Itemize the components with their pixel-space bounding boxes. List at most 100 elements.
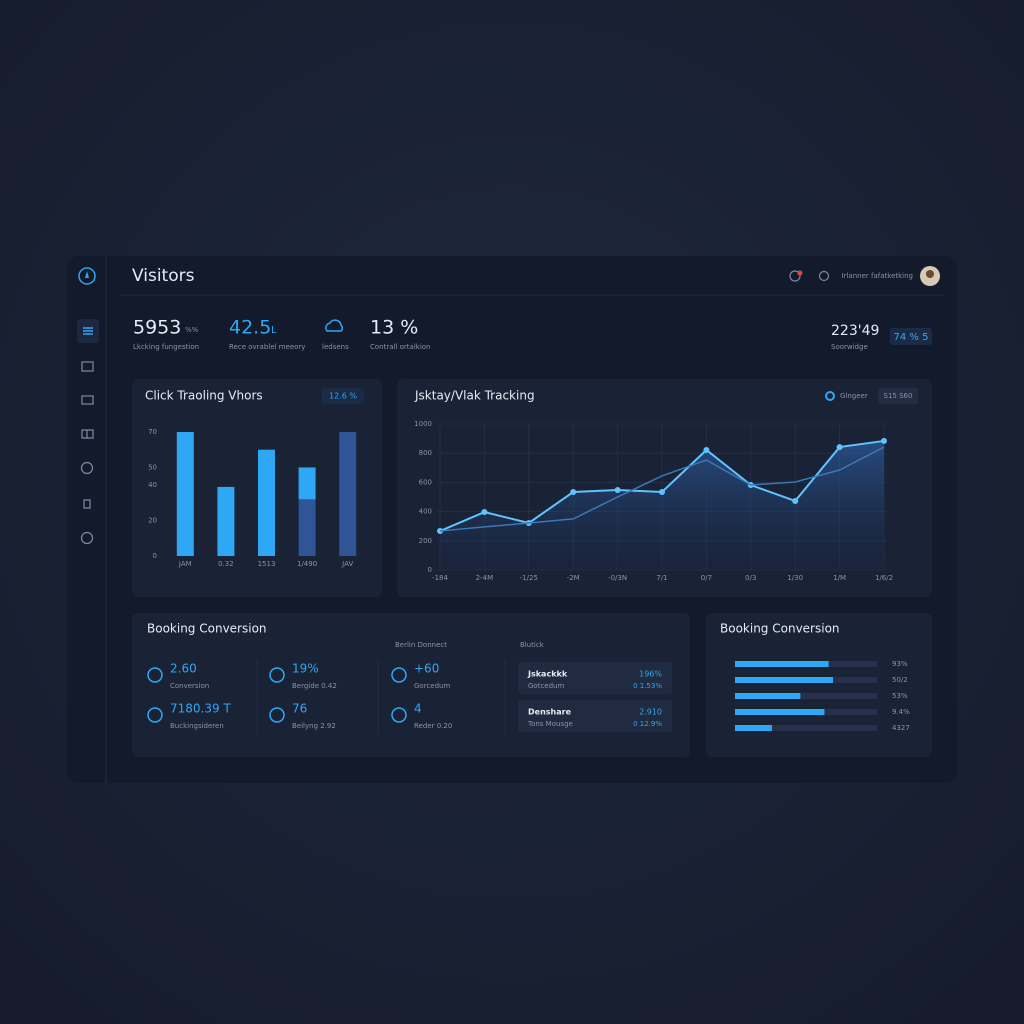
y-tick-label: 0: [428, 566, 432, 574]
bar: [735, 661, 829, 667]
bar: [258, 449, 275, 556]
x-tick-label: 2-4M: [476, 574, 493, 582]
x-tick-label: 0.32: [218, 560, 234, 568]
stat-unit: L: [271, 325, 277, 336]
x-tick-label: 1/490: [297, 560, 317, 568]
user-name: Irlanner fafatketking: [842, 272, 913, 280]
metric-value: 76: [292, 702, 307, 716]
stat-value: 13 %: [370, 317, 418, 339]
metric-icon: [147, 667, 163, 683]
metric-icon: [147, 707, 163, 723]
point: [881, 437, 887, 444]
logo-mark: [85, 271, 89, 278]
y-tick-label: 800: [419, 449, 432, 457]
metric-value: +60: [414, 662, 439, 676]
avatar-face: [926, 270, 934, 278]
bar-track: [735, 693, 877, 699]
legend-label[interactable]: Glngeer: [840, 392, 868, 400]
metric-label: Conversion: [170, 682, 209, 690]
metric-icon: [391, 707, 407, 723]
x-tick-label: 7/1: [656, 574, 667, 582]
y-tick-label: 40: [148, 481, 157, 489]
x-tick-label: JAV: [341, 560, 353, 568]
metric-label: Gorcedum: [414, 682, 450, 690]
column-header: Berlin Donnect: [395, 641, 447, 649]
y-tick-label: 1000: [414, 420, 432, 428]
item-change: 0 12.9%: [633, 720, 662, 728]
settings-icon[interactable]: [818, 270, 830, 282]
metric-label: Reder 0.20: [414, 722, 452, 730]
nav-icon[interactable]: [81, 361, 94, 372]
stat-value: 42.5: [229, 317, 271, 339]
metric-value: 19%: [292, 662, 319, 676]
list-item: [518, 700, 672, 732]
bar: [735, 725, 772, 731]
nav-icon[interactable]: [80, 461, 94, 475]
point: [614, 486, 621, 493]
x-tick-label: -184: [432, 574, 448, 582]
area: [440, 440, 884, 570]
bar-label: 4327: [892, 724, 910, 732]
notification-dot: [797, 270, 803, 276]
list: Jskackkk Gotcedum 196% 0 1.53% Denshare Tons …: [518, 662, 672, 732]
line: [439, 446, 885, 532]
bar: [735, 693, 801, 699]
x-tick-label: 1513: [258, 560, 276, 568]
x-tick-label: -2M: [567, 574, 580, 582]
y-tick-label: 70: [148, 428, 157, 436]
bar: [176, 432, 194, 556]
bar: [217, 486, 235, 556]
y-tick-label: 50: [148, 463, 157, 471]
nav-icon[interactable]: [80, 531, 94, 545]
metric-icon: [269, 667, 285, 683]
nav-icon: [83, 327, 93, 335]
y-tick-label: 0: [153, 552, 157, 560]
metric-value: 7180.39 T: [170, 702, 231, 716]
metric-icon: [269, 707, 285, 723]
badge-text: 74 % 5: [894, 332, 929, 343]
metric-label: Buckingsideren: [170, 722, 224, 730]
stat-value: 223'49: [831, 323, 879, 339]
x-tick-label: 1/30: [787, 574, 803, 582]
bar: [298, 499, 316, 556]
card-title: Click Traoling Vhors: [145, 389, 263, 403]
logo[interactable]: [78, 267, 96, 285]
x-tick-label: JAM: [178, 560, 192, 568]
x-tick-label: 0/3: [745, 574, 756, 582]
list-item: [518, 662, 672, 694]
metric-label: Bergide 0.42: [292, 682, 337, 690]
point: [836, 444, 843, 451]
bar-track: [735, 725, 877, 731]
bar-label: 93%: [892, 660, 908, 668]
stat-label: Rece ovrablel meeory: [229, 343, 305, 351]
card-title: Booking Conversion: [720, 622, 840, 636]
bar-label: 9.4%: [892, 708, 910, 716]
y-tick-label: 200: [419, 537, 432, 545]
nav-icon[interactable]: [83, 499, 91, 509]
bar: [298, 467, 316, 500]
item-value: 196%: [639, 670, 662, 679]
stat-unit: %%: [185, 326, 199, 334]
cloud-icon: [325, 319, 344, 332]
stat-value: 5953: [133, 317, 181, 339]
notification-icon[interactable]: [789, 270, 801, 282]
nav-icon[interactable]: [81, 429, 94, 439]
metric-icon: [391, 667, 407, 683]
x-tick-label: -0/3N: [608, 574, 627, 582]
badge: [322, 388, 364, 404]
metric-value: 2.60: [170, 662, 197, 676]
item-value: 2.910: [639, 708, 662, 717]
point: [570, 489, 577, 496]
card: [706, 613, 932, 757]
nav-icon[interactable]: [81, 395, 94, 405]
metric-value: 4: [414, 702, 422, 716]
item-change: 0 1.53%: [633, 682, 662, 690]
stat-label: ledsens: [322, 343, 349, 351]
item-sub: Tons Mousge: [527, 720, 573, 728]
stat-label: Contrall ortalkion: [370, 343, 431, 351]
bar-label: 53%: [892, 692, 908, 700]
card-title: Jsktay/Vlak Tracking: [414, 389, 535, 403]
legend-marker: [825, 391, 835, 401]
bar: [339, 432, 357, 556]
